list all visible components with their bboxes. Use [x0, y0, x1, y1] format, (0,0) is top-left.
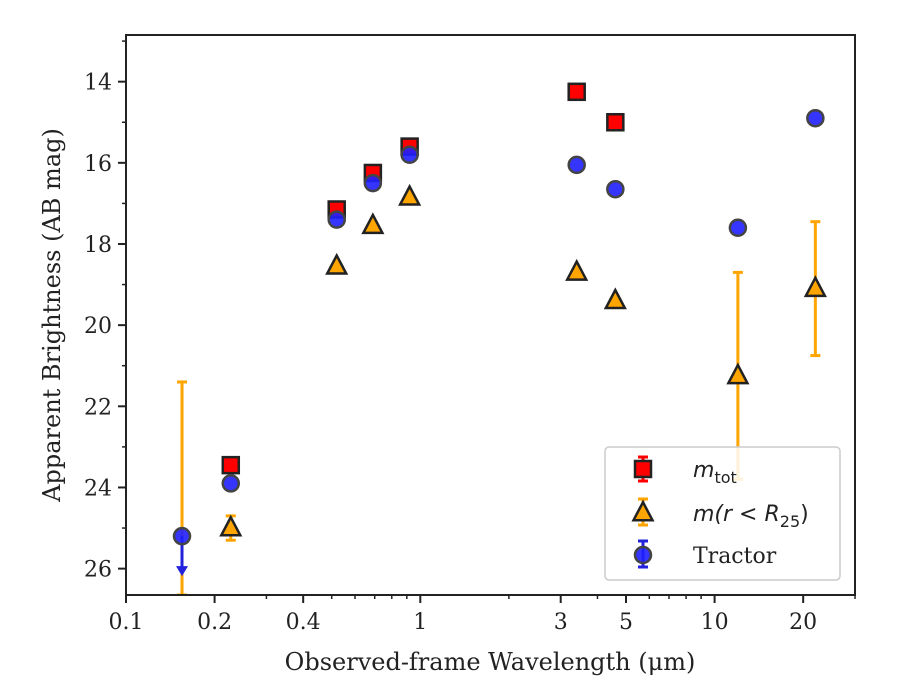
x-tick-label: 5 [619, 610, 633, 635]
y-tick-label: 20 [84, 314, 112, 339]
y-tick-label: 14 [84, 71, 112, 96]
axes: 14 16 18 20 22 24 26 0.1 0.2 0.4 1 3 5 10 20 [84, 34, 856, 635]
legend-label-tractor: Tractor [693, 544, 777, 569]
plot-area [172, 82, 827, 595]
legend-label-r25: m(r < R25) [693, 502, 809, 531]
y-tick-label: 18 [84, 233, 112, 258]
mtot-point [221, 455, 241, 475]
triangle-series-point [325, 252, 349, 275]
tractor-point [567, 155, 586, 175]
y-tick-label: 24 [84, 476, 112, 501]
triangle-series-point [603, 287, 627, 310]
mtot-point [567, 82, 586, 102]
plot-clip-group [172, 82, 827, 595]
triangle-series-point [726, 362, 750, 385]
x-tick-label: 0.2 [197, 610, 232, 635]
triangle-series-point [361, 212, 385, 235]
legend-entry-mtot: mtot [633, 455, 737, 487]
x-tick-label: 0.4 [286, 610, 321, 635]
tractor-point [221, 474, 241, 493]
tractor-point [728, 218, 748, 238]
tractor-point [172, 526, 192, 546]
x-tick-label: 3 [554, 610, 568, 635]
y-tick-label: 26 [84, 558, 112, 583]
tractor-point [400, 145, 419, 164]
y-tick-label: 22 [84, 395, 112, 420]
x-tick-label: 10 [701, 610, 729, 635]
mtot-point [606, 112, 625, 132]
x-tick-label: 0.1 [109, 610, 144, 635]
arrow-head [176, 566, 189, 577]
legend-square-marker [633, 459, 653, 479]
legend-label-mtot: mtot [693, 458, 737, 487]
x-axis-label: Observed-frame Wavelength (μm) [285, 648, 696, 676]
y-axis-label: Apparent Brightness (AB mag) [38, 128, 66, 503]
legend-entry-r25: m(r < R25) [631, 497, 809, 531]
y-tick-label: 16 [84, 152, 112, 177]
legend-triangle-marker [631, 499, 655, 522]
x-tick-label: 1 [413, 610, 427, 635]
triangle-series-point [565, 258, 589, 281]
triangle-series-point [398, 183, 422, 206]
legend: mtot m(r < R25) Tractor [604, 446, 841, 581]
legend-box [604, 446, 841, 581]
legend-entry-tractor: Tractor [633, 539, 777, 569]
triangle-series-point [219, 514, 243, 537]
legend-circle-marker [633, 545, 653, 565]
tractor-point [327, 210, 346, 229]
triangle-series-point [803, 275, 827, 298]
tractor-point [363, 173, 383, 193]
x-tick-label: 20 [789, 610, 817, 635]
tractor-point [606, 179, 625, 199]
tractor-point [806, 108, 825, 128]
axes-frame [125, 34, 856, 596]
